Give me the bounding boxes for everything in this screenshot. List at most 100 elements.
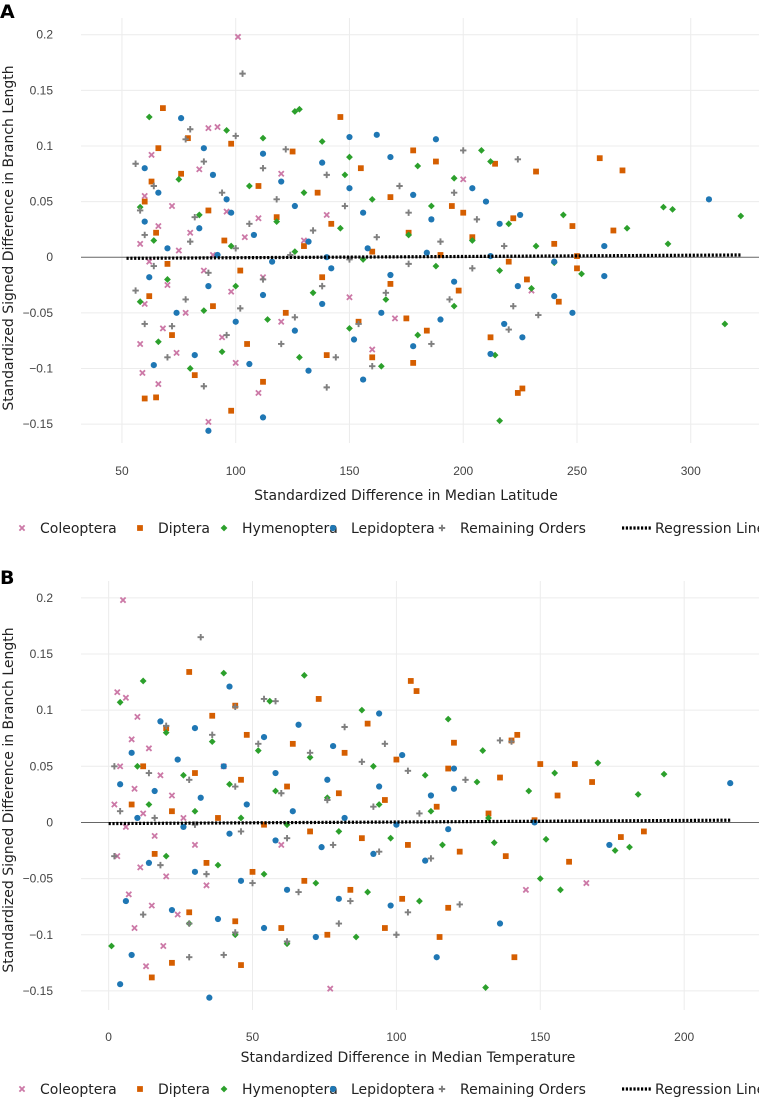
data-point bbox=[414, 331, 422, 339]
data-point bbox=[416, 810, 423, 817]
data-point bbox=[306, 753, 314, 761]
data-point bbox=[347, 886, 354, 893]
data-point bbox=[260, 734, 268, 741]
data-point bbox=[428, 216, 435, 223]
data-point bbox=[450, 189, 458, 196]
data-point bbox=[399, 751, 406, 759]
data-point bbox=[346, 153, 353, 161]
data-point bbox=[473, 778, 481, 786]
data-point bbox=[347, 897, 354, 905]
x-tick-label: 300 bbox=[681, 464, 701, 478]
data-point bbox=[249, 879, 256, 887]
data-point bbox=[318, 844, 325, 851]
data-point bbox=[456, 848, 463, 855]
data-point bbox=[232, 703, 239, 710]
data-point bbox=[117, 781, 124, 788]
data-point bbox=[146, 258, 153, 265]
data-point bbox=[737, 212, 745, 220]
data-point bbox=[128, 749, 135, 756]
data-point bbox=[259, 134, 267, 142]
data-point bbox=[391, 315, 399, 322]
data-point bbox=[551, 240, 558, 247]
data-point bbox=[232, 783, 239, 790]
data-point bbox=[574, 265, 580, 272]
data-point bbox=[514, 390, 521, 396]
data-point bbox=[438, 1085, 446, 1093]
data-point bbox=[186, 776, 193, 783]
data-point bbox=[214, 123, 221, 131]
y-axis-title: Standardized Signed Difference in Branch… bbox=[1, 627, 17, 972]
legend-item-regression: Regression Line bbox=[622, 1082, 759, 1098]
legend-item-remaining: Remaining Orders bbox=[438, 1082, 586, 1098]
data-point bbox=[283, 938, 291, 945]
data-point bbox=[137, 864, 144, 871]
data-point bbox=[551, 258, 558, 265]
data-point bbox=[437, 316, 444, 323]
y-tick-label: 0.05 bbox=[30, 195, 54, 209]
data-point bbox=[318, 282, 326, 290]
legend-label: Regression Line bbox=[655, 521, 759, 537]
data-point bbox=[378, 309, 385, 316]
data-point bbox=[200, 307, 208, 315]
data-point bbox=[273, 218, 281, 225]
data-point bbox=[479, 747, 487, 754]
data-point bbox=[255, 215, 262, 222]
legend-item-lepidoptera: Lepidoptera bbox=[329, 1082, 435, 1098]
series-remaining-orders bbox=[111, 633, 515, 961]
x-tick-label: 150 bbox=[339, 464, 359, 478]
series-diptera bbox=[128, 669, 647, 981]
data-point bbox=[203, 870, 210, 878]
data-point bbox=[436, 934, 443, 940]
data-point bbox=[239, 70, 246, 77]
data-point bbox=[228, 140, 235, 147]
data-point bbox=[358, 758, 366, 766]
data-point bbox=[122, 823, 130, 831]
data-point bbox=[259, 150, 267, 157]
data-point bbox=[191, 807, 199, 815]
data-point bbox=[141, 198, 148, 205]
data-point bbox=[291, 108, 299, 115]
data-point bbox=[220, 524, 228, 532]
data-point bbox=[153, 229, 159, 236]
y-tick-label: −0.05 bbox=[23, 872, 54, 886]
data-point bbox=[272, 697, 279, 705]
y-tick-label: −0.15 bbox=[23, 984, 54, 998]
data-point bbox=[403, 315, 410, 322]
data-point bbox=[410, 343, 417, 350]
data-point bbox=[421, 771, 429, 779]
data-point bbox=[439, 841, 446, 849]
data-point bbox=[522, 886, 530, 894]
data-point bbox=[427, 855, 435, 862]
data-point bbox=[601, 273, 608, 280]
data-point bbox=[289, 148, 296, 155]
data-point bbox=[168, 792, 176, 799]
data-point bbox=[450, 785, 458, 792]
data-point bbox=[341, 749, 348, 756]
data-point bbox=[448, 203, 455, 209]
data-point bbox=[377, 362, 385, 370]
data-point bbox=[542, 835, 550, 843]
data-point bbox=[206, 994, 213, 1001]
data-point bbox=[203, 859, 210, 866]
data-point bbox=[445, 826, 452, 833]
data-point bbox=[393, 931, 400, 938]
y-tick-label: 0 bbox=[46, 815, 53, 829]
data-point bbox=[238, 776, 244, 783]
data-point bbox=[208, 738, 216, 745]
data-point bbox=[510, 302, 517, 310]
data-point bbox=[151, 851, 158, 857]
data-point bbox=[232, 929, 239, 936]
data-point bbox=[131, 924, 138, 932]
data-point bbox=[111, 852, 118, 860]
data-point bbox=[220, 951, 227, 959]
data-point bbox=[139, 369, 146, 377]
data-point bbox=[410, 360, 417, 366]
data-point bbox=[357, 165, 364, 172]
data-point bbox=[160, 942, 167, 950]
data-point bbox=[221, 237, 228, 244]
data-point bbox=[571, 761, 578, 767]
data-point bbox=[260, 870, 268, 878]
data-point bbox=[141, 395, 148, 402]
data-point bbox=[214, 915, 222, 923]
data-point bbox=[396, 182, 403, 190]
